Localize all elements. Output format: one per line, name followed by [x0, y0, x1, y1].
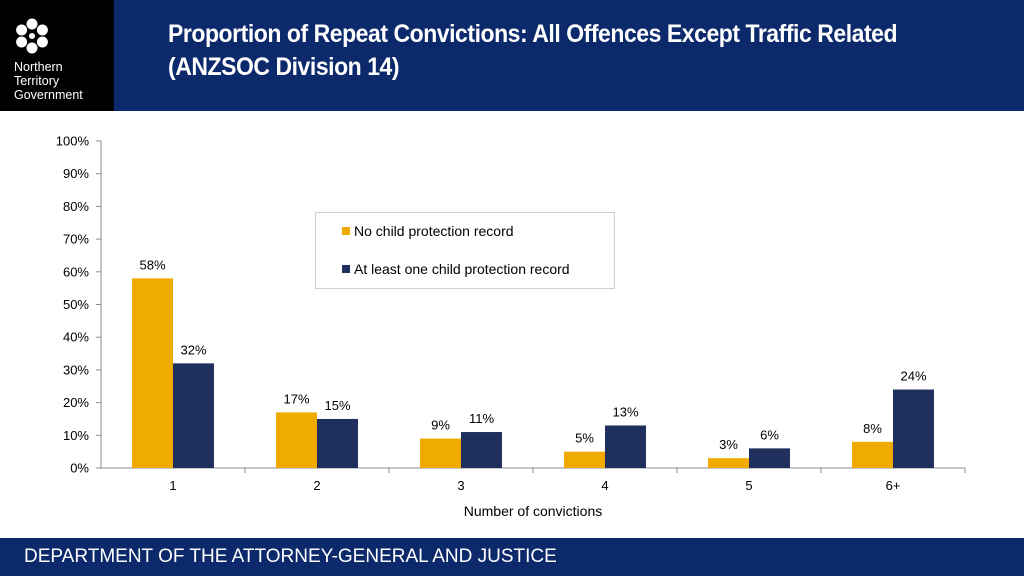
- legend-label-no-record: No child protection record: [354, 223, 514, 239]
- y-tick-label: 60%: [63, 264, 89, 279]
- data-label: 9%: [431, 418, 450, 433]
- y-tick-label: 20%: [63, 395, 89, 410]
- y-tick-label: 50%: [63, 297, 89, 312]
- x-tick-label: 1: [169, 478, 176, 493]
- data-label: 11%: [469, 411, 494, 426]
- nt-government-logo: Northern Territory Government: [0, 0, 114, 111]
- x-tick-label: 3: [457, 478, 464, 493]
- bar-series-1: [708, 458, 749, 468]
- y-tick-label: 100%: [56, 134, 90, 149]
- data-label: 5%: [575, 431, 594, 446]
- y-tick-label: 70%: [63, 232, 89, 247]
- legend-item-with-record: At least one child protection record: [342, 261, 570, 277]
- x-tick-label: 4: [601, 478, 608, 493]
- bar-series-2: [749, 448, 790, 468]
- y-tick-label: 10%: [63, 428, 89, 443]
- data-label: 13%: [612, 404, 638, 419]
- data-label: 17%: [283, 391, 309, 406]
- data-label: 6%: [760, 427, 779, 442]
- bar-series-2: [173, 363, 214, 468]
- y-tick-label: 0%: [70, 461, 89, 476]
- logo-text-line-3: Government: [14, 88, 83, 102]
- data-label: 58%: [139, 257, 165, 272]
- legend-swatch-no-record: [342, 227, 350, 235]
- data-label: 32%: [180, 342, 206, 357]
- bar-series-2: [605, 425, 646, 468]
- data-label: 8%: [863, 421, 882, 436]
- bar-series-1: [276, 412, 317, 468]
- y-tick-label: 80%: [63, 199, 89, 214]
- legend-item-no-record: No child protection record: [342, 223, 514, 239]
- flower-emblem-icon: [16, 18, 48, 54]
- y-tick-label: 40%: [63, 330, 89, 345]
- data-label: 24%: [900, 369, 926, 384]
- bar-series-2: [461, 432, 502, 468]
- y-tick-label: 30%: [63, 362, 89, 377]
- legend-label-with-record: At least one child protection record: [354, 261, 570, 277]
- bar-series-2: [893, 389, 934, 468]
- page-title: Proportion of Repeat Convictions: All Of…: [168, 18, 922, 84]
- logo-text-line-1: Northern: [14, 60, 63, 74]
- x-tick-label: 2: [313, 478, 320, 493]
- footer-bar: DEPARTMENT OF THE ATTORNEY-GENERAL AND J…: [0, 538, 1024, 576]
- logo-text-line-2: Territory: [14, 74, 60, 88]
- bar-chart: 0%10%20%30%40%50%60%70%80%90%100%158%32%…: [56, 134, 966, 519]
- page-title-line-1: Proportion of Repeat Convictions: All Of…: [168, 20, 898, 48]
- bar-series-1: [852, 441, 893, 468]
- bar-series-1: [420, 438, 461, 468]
- chart-legend: No child protection record At least one …: [315, 212, 615, 289]
- data-label: 15%: [324, 398, 350, 413]
- data-label: 3%: [719, 437, 738, 452]
- bar-series-1: [564, 451, 605, 468]
- legend-swatch-with-record: [342, 265, 350, 273]
- page-title-line-2: (ANZSOC Division 14): [168, 53, 400, 81]
- bar-series-1: [132, 278, 173, 468]
- header-bar: Northern Territory Government Proportion…: [0, 0, 1024, 111]
- y-tick-label: 90%: [63, 166, 89, 181]
- x-tick-label: 6+: [886, 478, 901, 493]
- x-tick-label: 5: [745, 478, 752, 493]
- department-name: DEPARTMENT OF THE ATTORNEY-GENERAL AND J…: [24, 546, 557, 567]
- bar-series-2: [317, 418, 358, 468]
- x-axis-title: Number of convictions: [464, 503, 603, 519]
